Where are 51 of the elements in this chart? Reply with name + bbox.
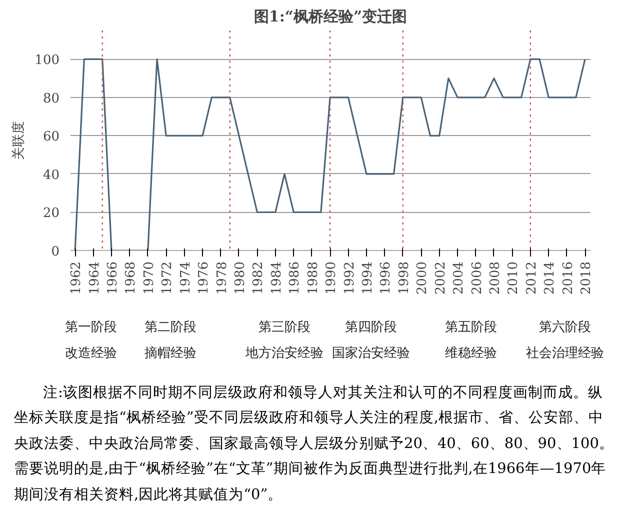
y-tick-label: 80 [42,91,60,106]
x-tick-label: 1972 [160,261,176,295]
y-tick-label: 0 [51,244,60,260]
text: 注:该图根据不同时期不同层级政府和领导人对其关注和认可的不同程度画制而成。纵坐标关联度是指“枫桥经验”受不同层级政府和领导人关注的程度,根据市、省、公安部、中央政法委、中央政治局常委、国家最高领导人层级分别赋予20、40、60、80、90、100。需要说明的是,由于“枫桥经验”在“文革”期间被作为反面典型进行批判,在1966年—1970年期间没有相关资料,因此将其赋值为“0”。 [14,384,614,504]
x-tick-label: 2008 [488,261,503,295]
x-tick-label: 2018 [579,261,594,295]
text: 第三阶段 [258,319,310,337]
x-tick-label: 2004 [452,261,467,295]
x-tick-label: 2012 [524,261,540,295]
x-tick-label: 2002 [433,261,448,295]
x-tick-label: 2006 [470,261,485,295]
x-tick-label: 1988 [306,261,321,295]
text: 维稳经验 [445,345,498,363]
y-tick-label: 20 [42,206,60,222]
x-tick-label: 1976 [196,261,212,295]
x-tick-label: 2016 [560,261,576,295]
x-tick-label: 1982 [251,261,266,295]
y-tick-label: 100 [34,53,60,68]
x-tick-label: 1992 [342,261,358,295]
line-series [74,58,586,250]
x-tick-label: 1966 [105,261,120,295]
text: 第四阶段 [345,319,397,337]
x-tick-label: 1984 [269,261,284,295]
x-tick-label: 1996 [378,261,394,295]
x-tick-label: 2010 [506,261,522,295]
chart-title: 图1:“枫桥经验”变迁图 [254,8,408,26]
x-tick-label: 1986 [288,261,303,295]
x-tick-label: 1974 [178,261,194,295]
text: 改造经验 [64,345,117,363]
x-tick-label: 1978 [214,261,230,295]
text: 第一阶段 [64,319,117,337]
x-tick-label: 1994 [360,261,376,295]
text: 第二阶段 [144,319,197,337]
x-tick-label: 1962 [69,261,84,295]
x-tick-label: 1964 [87,261,102,295]
text: 地方治安经验 [246,345,324,363]
x-tick-label: 1980 [232,261,248,295]
x-tick-label: 1968 [124,261,139,295]
x-tick-label: 1990 [324,261,340,295]
text: 摘帽经验 [144,345,197,363]
x-tick-label: 2014 [542,261,558,295]
y-axis-title: 关联度 [10,121,27,160]
text: 第五阶段 [445,319,498,337]
text: 社会治理经验 [526,345,604,363]
y-tick-label: 40 [42,168,60,183]
y-tick-label: 60 [42,130,60,145]
text: 国家治安经验 [332,345,410,363]
x-tick-label: 2000 [415,261,430,295]
x-tick-label: 1998 [396,261,412,295]
x-tick-label: 1970 [142,261,157,295]
text: 第六阶段 [538,319,591,337]
